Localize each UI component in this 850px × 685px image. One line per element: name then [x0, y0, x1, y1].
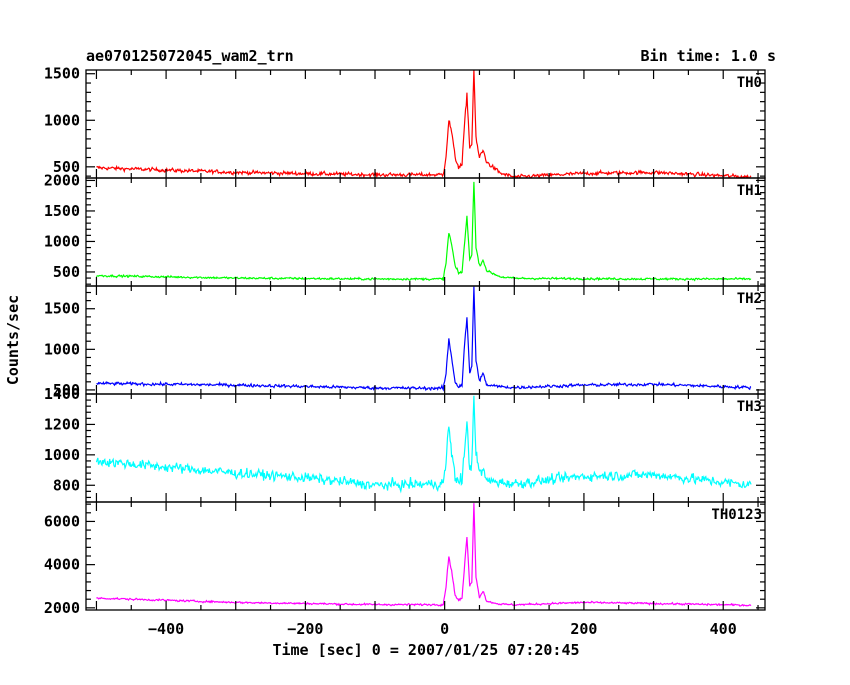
- x-tick-label: −400: [148, 620, 184, 638]
- panel-label: TH0123: [711, 507, 762, 523]
- panel-frame: [85, 501, 766, 611]
- panel-frame: [85, 285, 766, 395]
- x-tick-label: 0: [440, 620, 449, 638]
- series-line-th0123: [96, 503, 752, 607]
- panel-frame: [85, 69, 766, 179]
- series-line-th3: [95, 395, 752, 494]
- panel-label: TH1: [737, 183, 762, 199]
- panel-label: TH2: [737, 291, 762, 307]
- y-tick-label: 1500: [44, 202, 80, 220]
- panel-frame: [85, 393, 766, 503]
- panel-th3: 800 1000 1200 1400 TH3: [44, 385, 766, 503]
- y-tick-label: 1400: [44, 385, 80, 403]
- x-tick-label: −200: [287, 620, 323, 638]
- panel-frame: [85, 177, 766, 287]
- bin-time-label: Bin time: 1.0 s: [641, 47, 776, 65]
- series-line-th2: [96, 286, 752, 392]
- y-tick-label: 4000: [44, 556, 80, 574]
- y-tick-label: 800: [53, 476, 80, 494]
- y-tick-label: 500: [53, 381, 80, 399]
- y-tick-label: 2000: [44, 171, 80, 189]
- y-tick-label: 1000: [44, 340, 80, 358]
- panels-layer: 50010001500TH0500100015002000TH150010001…: [44, 65, 766, 638]
- y-tick-label: 1200: [44, 415, 80, 433]
- y-tick-label: 1500: [44, 300, 80, 318]
- series-line-th0: [96, 70, 752, 178]
- panel-th0: 500 1000 1500 TH0: [44, 65, 766, 179]
- x-axis-label: Time [sec] 0 = 2007/01/25 07:20:45: [272, 641, 579, 659]
- series-line-th1: [95, 181, 752, 282]
- y-axis-label: Counts/sec: [4, 295, 22, 385]
- panel-label: TH3: [737, 399, 762, 415]
- panel-th0123: 2000 4000 6000 TH0123: [44, 501, 766, 617]
- panel-th2: 500 1000 1500 TH2: [44, 285, 766, 399]
- x-tick-label: 200: [570, 620, 597, 638]
- y-tick-label: 1500: [44, 65, 80, 83]
- chart-title: ae070125072045_wam2_trn: [86, 47, 294, 65]
- y-tick-label: 500: [53, 263, 80, 281]
- y-tick-label: 2000: [44, 599, 80, 617]
- y-tick-label: 1000: [44, 111, 80, 129]
- y-tick-label: 1000: [44, 232, 80, 250]
- y-tick-label: 1000: [44, 446, 80, 464]
- y-tick-label: 500: [53, 158, 80, 176]
- y-tick-label: 6000: [44, 512, 80, 530]
- panel-th1: 500 1000 1500 2000 TH1: [44, 171, 766, 287]
- panel-label: TH0: [737, 75, 762, 91]
- x-tick-label: 400: [710, 620, 737, 638]
